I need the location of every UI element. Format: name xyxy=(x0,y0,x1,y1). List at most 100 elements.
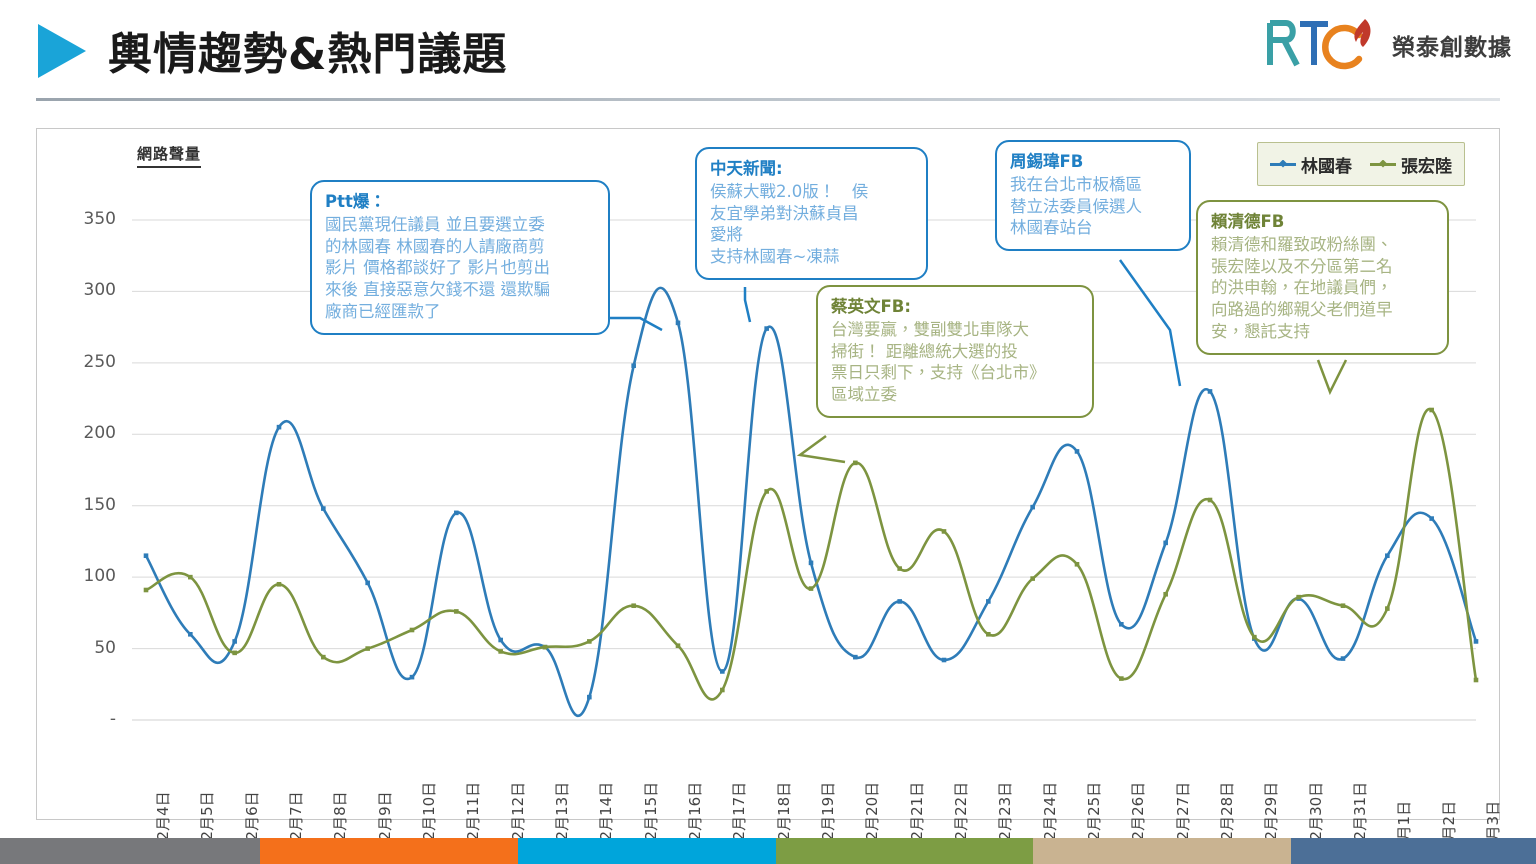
strip-segment-steel xyxy=(1291,838,1536,864)
data-point-marker xyxy=(941,529,947,534)
y-tick-300: 300 xyxy=(83,280,116,301)
data-point-marker xyxy=(675,320,681,326)
data-point-marker xyxy=(143,587,149,593)
strip-segment-orange xyxy=(260,838,518,864)
data-point-marker xyxy=(764,326,769,331)
data-point-marker xyxy=(1340,603,1346,609)
data-point-marker xyxy=(1473,639,1479,644)
legend-label-1: 張宏陸 xyxy=(1401,156,1452,177)
legend-swatch-green xyxy=(1370,162,1396,166)
callout-ctitv[interactable]: 中天新聞: 侯蘇大戰2.0版！ 侯 友宜學弟對決蘇貞昌 愛將 支持林國春~凍蒜 xyxy=(695,147,928,280)
data-point-marker xyxy=(1252,634,1257,640)
callout-lai[interactable]: 賴清德FB 賴清德和羅致政粉絲團、 張宏陸以及不分區第二名 的洪申翰，在地議員們… xyxy=(1196,200,1449,355)
data-point-marker xyxy=(1429,516,1434,521)
legend-item-0[interactable]: 林國春 xyxy=(1270,152,1352,177)
series-line-1 xyxy=(144,408,1478,701)
header-divider xyxy=(36,98,1500,101)
series-line-0 xyxy=(144,286,1478,718)
data-point-marker xyxy=(808,560,814,566)
y-tick-350: 350 xyxy=(83,209,116,229)
data-point-marker xyxy=(498,649,503,654)
data-point-marker xyxy=(1030,504,1035,510)
data-point-marker xyxy=(1119,621,1124,627)
logo-company-name: 榮泰創數據 xyxy=(1392,35,1512,61)
legend-label-0: 林國春 xyxy=(1301,156,1352,177)
callout-chou[interactable]: 周錫瑋FB 我在台北市板橋區 替立法委員候選人 林國春站台 xyxy=(995,140,1191,252)
chart-legend: 林國春 張宏陸 xyxy=(1257,142,1465,186)
legend-swatch-blue xyxy=(1270,162,1296,166)
data-point-marker xyxy=(1385,553,1390,559)
strip-segment-green xyxy=(776,838,1033,864)
data-point-marker xyxy=(1119,676,1124,681)
data-point-marker xyxy=(365,646,370,651)
data-point-marker xyxy=(897,566,902,571)
data-point-marker xyxy=(232,650,237,656)
legend-item-1[interactable]: 張宏陸 xyxy=(1370,152,1452,177)
y-axis-title: 網路聲量 xyxy=(137,143,202,168)
data-point-marker xyxy=(409,674,415,680)
y-tick-150: 150 xyxy=(83,494,116,515)
data-point-marker xyxy=(1030,576,1035,581)
strip-segment-cyan xyxy=(518,838,776,864)
strip-segment-tan xyxy=(1033,838,1291,864)
data-point-marker xyxy=(808,586,814,591)
data-point-marker xyxy=(232,639,237,644)
data-point-marker xyxy=(1207,389,1213,394)
data-point-marker xyxy=(1074,561,1080,567)
data-point-marker xyxy=(1163,591,1168,597)
callout-tsai-body: 台灣要贏，雙副雙北車隊大 掃街！ 距離總統大選的投 票日只剩下，支持《台北市》 … xyxy=(831,319,1046,405)
data-point-marker xyxy=(986,631,991,637)
data-point-marker xyxy=(986,599,991,604)
callout-ptt-title: Ptt爆： xyxy=(325,192,386,211)
data-point-marker xyxy=(764,489,769,494)
strip-segment-gray xyxy=(0,838,260,864)
slide-header: 輿情趨勢&熱門議題 榮泰創數據 xyxy=(0,0,1536,108)
rtc-logo-icon xyxy=(1267,19,1371,70)
data-point-marker xyxy=(1163,540,1168,546)
data-point-marker xyxy=(1340,656,1346,661)
bottom-color-strip xyxy=(0,838,1536,864)
y-tick-250: 250 xyxy=(83,351,116,372)
data-point-marker xyxy=(631,603,636,609)
data-point-marker xyxy=(853,654,858,660)
callout-tsai[interactable]: 蔡英文FB: 台灣要贏，雙副雙北車隊大 掃街！ 距離總統大選的投 票日只剩下，支… xyxy=(816,285,1094,418)
data-point-marker xyxy=(454,510,459,516)
data-point-marker xyxy=(587,694,592,700)
data-point-marker xyxy=(321,506,326,511)
callout-tsai-title: 蔡英文FB: xyxy=(831,297,911,316)
data-point-marker xyxy=(631,363,636,369)
y-tick--: - xyxy=(109,709,116,729)
data-point-marker xyxy=(321,654,326,660)
data-point-marker xyxy=(1074,449,1080,454)
rtc-logo-mark xyxy=(1264,15,1388,75)
data-point-marker xyxy=(587,639,592,644)
callout-lai-body: 賴清德和羅致政粉絲團、 張宏陸以及不分區第二名 的洪申翰，在地議員們， 向路過的… xyxy=(1211,234,1393,341)
data-point-marker xyxy=(409,627,415,633)
data-point-marker xyxy=(1296,594,1301,600)
callout-chou-title: 周錫瑋FB xyxy=(1010,152,1084,171)
callout-chou-body: 我在台北市板橋區 替立法委員候選人 林國春站台 xyxy=(1010,174,1142,238)
y-tick-50: 50 xyxy=(94,637,116,658)
data-point-marker xyxy=(143,553,149,559)
y-tick-200: 200 xyxy=(83,423,116,444)
data-point-marker xyxy=(454,609,459,614)
data-point-marker xyxy=(1429,407,1434,413)
callout-ctitv-title: 中天新聞: xyxy=(710,159,783,178)
y-tick-100: 100 xyxy=(83,566,116,587)
callout-ptt-body: 國民黨現任議員 並且要選立委 的林國春 林國春的人請廠商剪 影片 價格都談好了 … xyxy=(325,214,550,321)
callout-ctitv-body: 侯蘇大戰2.0版！ 侯 友宜學弟對決蘇貞昌 愛將 支持林國春~凍蒜 xyxy=(710,181,869,267)
data-point-marker xyxy=(1385,606,1390,611)
data-point-marker xyxy=(941,657,947,663)
page-title: 輿情趨勢&熱門議題 xyxy=(108,29,508,80)
data-point-marker xyxy=(276,581,282,587)
data-point-marker xyxy=(498,637,503,643)
data-point-marker xyxy=(276,424,282,430)
callout-lai-title: 賴清德FB xyxy=(1211,212,1285,231)
data-point-marker xyxy=(853,460,858,466)
data-point-marker xyxy=(542,644,548,650)
callout-ptt[interactable]: Ptt爆： 國民黨現任議員 並且要選立委 的林國春 林國春的人請廠商剪 影片 價… xyxy=(310,180,610,335)
data-point-marker xyxy=(675,643,681,649)
play-triangle-icon xyxy=(38,24,86,78)
company-logo: 榮泰創數據 xyxy=(1264,14,1512,76)
